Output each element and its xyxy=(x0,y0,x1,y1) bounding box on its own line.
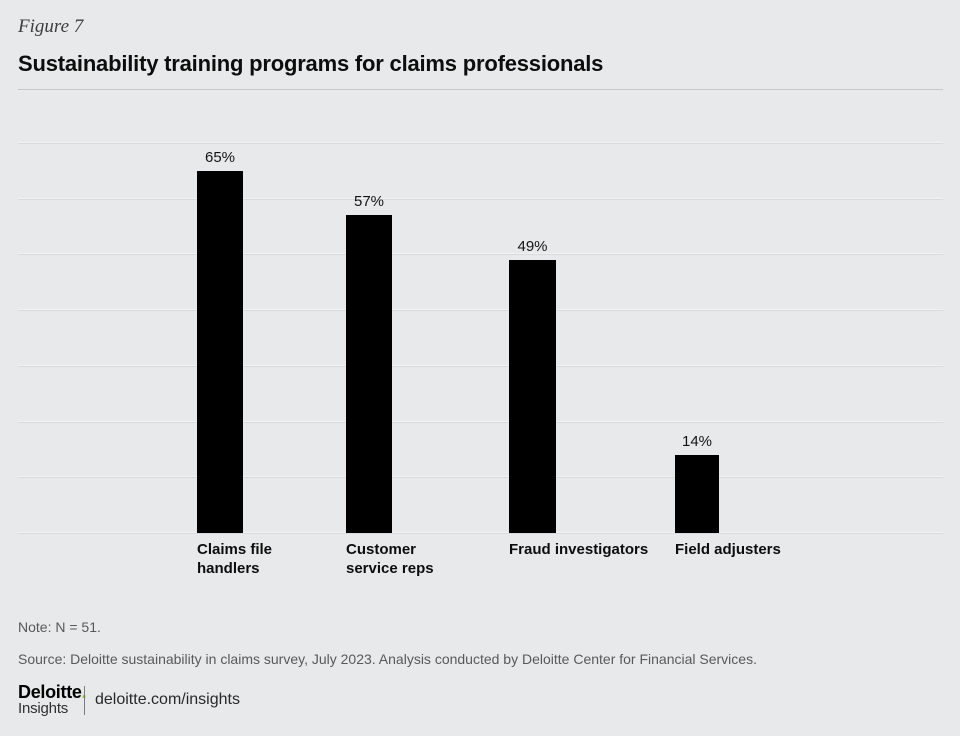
bar-4 xyxy=(675,455,719,533)
bar-2 xyxy=(346,215,392,533)
footer-link: deloitte.com/insights xyxy=(95,691,240,708)
page-title: Sustainability training programs for cla… xyxy=(18,51,604,76)
deloitte-insights-logo: Deloitte. Insights xyxy=(18,682,87,717)
title-divider xyxy=(18,89,943,90)
gridline xyxy=(18,422,943,423)
bar-1 xyxy=(197,171,243,533)
gridline xyxy=(18,199,943,200)
gridline xyxy=(18,143,943,144)
category-label: Field adjusters xyxy=(675,541,781,558)
bar-value-label: 14% xyxy=(681,433,713,450)
gridline xyxy=(18,254,943,255)
brand-wordmark: Deloitte. xyxy=(18,682,87,702)
bar-3 xyxy=(509,260,556,533)
brand-subtitle: Insights xyxy=(18,700,69,717)
bar-value-label: 49% xyxy=(517,238,548,255)
chart-note: Note: N = 51. xyxy=(18,619,101,635)
gridline xyxy=(18,477,943,478)
gridline xyxy=(18,533,943,534)
category-label: Claims file handlers xyxy=(197,541,273,577)
gridline xyxy=(18,310,943,311)
category-label: Fraud investigators xyxy=(509,541,649,558)
figure-label: Figure 7 xyxy=(18,16,84,37)
bar-value-label: 57% xyxy=(353,193,385,210)
category-label: Customer service reps xyxy=(346,541,434,577)
bar-chart: 65% Claims file handlers 57% Customer servi… xyxy=(18,143,943,577)
footer-divider xyxy=(84,686,85,715)
bar-value-label: 65% xyxy=(204,149,236,166)
chart-source: Source: Deloitte sustainability in claim… xyxy=(18,651,757,667)
gridline xyxy=(18,366,943,367)
brand-name: Deloitte xyxy=(18,682,82,702)
